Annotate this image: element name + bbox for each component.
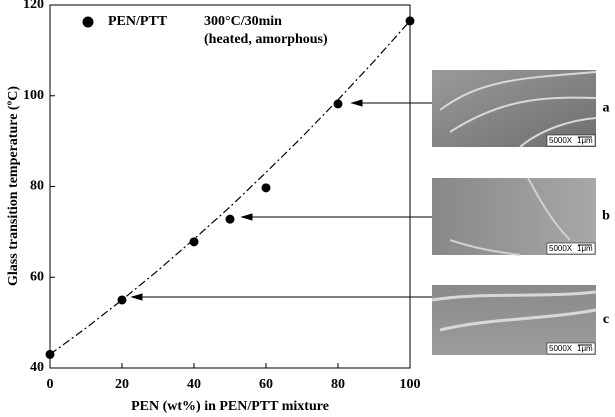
sem-image	[432, 70, 597, 148]
annotation: 300°C/30min	[204, 14, 282, 29]
data-point	[189, 237, 199, 247]
scale-text: 5000X	[549, 136, 573, 145]
x-tick-label: 40	[187, 377, 201, 392]
x-tick-label: 0	[47, 377, 54, 392]
scale-text: 5000X	[549, 244, 573, 253]
x-tick-label: 80	[331, 377, 345, 392]
x-tick-label: 60	[259, 377, 273, 392]
arrow	[350, 99, 432, 107]
x-tick-label: 100	[400, 377, 421, 392]
y-axis-label: Glass transition temperature (ºC)	[6, 86, 21, 286]
panel-label: c	[603, 312, 609, 327]
panel-label: a	[603, 101, 610, 116]
data-point	[333, 99, 343, 109]
y-tick-label: 120	[23, 0, 44, 12]
annotation: (heated, amorphous)	[204, 32, 328, 47]
scale-bar-text: 1μm	[577, 244, 593, 253]
data-point	[261, 183, 271, 193]
panel-label: b	[602, 209, 610, 224]
legend-label: PEN/PTT	[108, 14, 168, 29]
fit-line	[49, 20, 411, 355]
x-tick-label: 20	[115, 377, 129, 392]
sem-image	[432, 177, 596, 256]
scale-bar-text: 1μm	[577, 344, 593, 353]
y-tick-label: 100	[23, 88, 44, 103]
data-point	[225, 214, 235, 224]
arrow	[130, 293, 432, 301]
scale-box	[546, 134, 596, 147]
scale-bar-text: 1μm	[577, 136, 593, 145]
scale-box	[546, 242, 596, 255]
legend-marker	[82, 16, 94, 28]
y-tick-label: 60	[30, 269, 44, 284]
scale-text: 5000X	[549, 344, 573, 353]
y-tick-label: 40	[30, 360, 44, 375]
scale-box	[546, 342, 596, 355]
x-axis-label: PEN (wt%) in PEN/PTT mixture	[131, 399, 329, 414]
arrow	[240, 213, 432, 221]
y-tick-label: 80	[30, 179, 44, 194]
